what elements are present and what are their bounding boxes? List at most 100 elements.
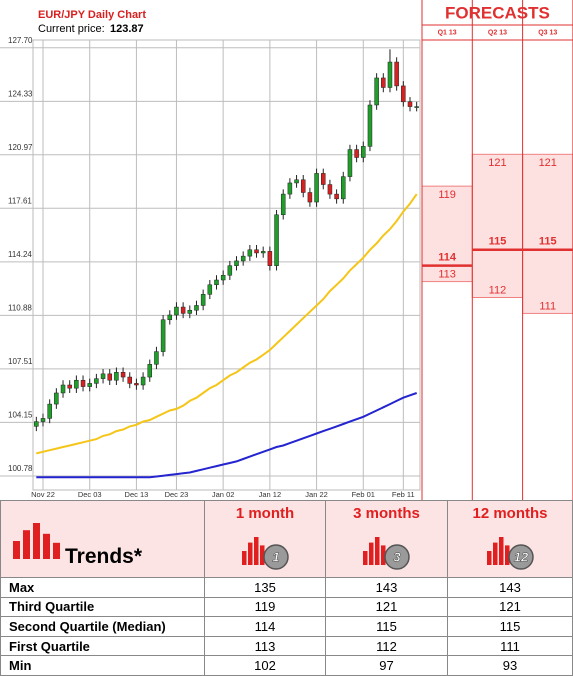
- cell-value: 143: [326, 578, 448, 598]
- candle-body: [267, 251, 273, 266]
- icon-bar: [53, 542, 60, 559]
- icon-bar: [498, 537, 503, 565]
- cell-value: 102: [205, 656, 326, 676]
- candle-body: [327, 184, 333, 195]
- y-tick-label: 124.33: [8, 89, 33, 98]
- plot-frame: [32, 39, 421, 491]
- median-label: 115: [539, 236, 557, 248]
- candle-body: [67, 384, 72, 389]
- forecasts-title: FORECASTS: [445, 3, 550, 22]
- candle-body: [147, 364, 153, 378]
- icon-number: 3: [393, 549, 401, 564]
- column-header: 1 month 1: [205, 500, 326, 578]
- y-tick-label: 120.97: [8, 143, 33, 152]
- x-tick-label: Jan 22: [305, 490, 328, 499]
- icon-bar: [363, 551, 368, 565]
- cell-value: 119: [205, 597, 326, 618]
- chart-title: EUR/JPY Daily Chart: [38, 9, 146, 21]
- candle-body: [374, 77, 379, 106]
- median-label: 115: [489, 236, 507, 248]
- candle-body: [114, 372, 119, 381]
- candle-body: [160, 319, 166, 352]
- icon-bar: [504, 545, 509, 565]
- forecast-box: [471, 153, 524, 298]
- column-header: 12 months 12: [448, 500, 573, 578]
- x-tick-label: Jan 12: [259, 490, 282, 499]
- cell-value: 113: [205, 636, 326, 657]
- icon-circle: [507, 544, 534, 570]
- candle-body: [240, 255, 246, 262]
- period-label: Q2 13: [488, 29, 507, 36]
- row-label: First Quartile: [0, 636, 205, 657]
- cell-value: 143: [448, 578, 573, 598]
- column-label: 1 month: [235, 505, 295, 522]
- first-quartile-label: 111: [539, 300, 556, 312]
- icon-bar: [247, 542, 252, 565]
- candle-body: [120, 372, 126, 378]
- column-label: 12 months: [472, 505, 548, 522]
- cell-value: 121: [326, 597, 448, 618]
- cell-value: 115: [448, 617, 573, 637]
- cell-value: 121: [448, 597, 573, 618]
- candle-body: [280, 193, 286, 216]
- moving-average: [36, 392, 418, 479]
- candle-body: [394, 61, 399, 87]
- candle-body: [294, 179, 299, 184]
- row-label: Min: [0, 656, 205, 676]
- candle-body: [207, 284, 213, 295]
- candle-body: [414, 106, 419, 108]
- candle-body: [100, 373, 106, 379]
- candle-body: [387, 61, 393, 88]
- bar-icon: [13, 523, 60, 559]
- cell-value: 93: [448, 656, 573, 676]
- header-cell: Trends*: [0, 500, 205, 578]
- period-label: Q1 13: [438, 29, 457, 36]
- third-quartile-label: 121: [539, 157, 557, 169]
- x-tick-label: Nov 22: [31, 490, 55, 499]
- candle-body: [300, 179, 306, 193]
- candle-body: [167, 314, 173, 321]
- candle-body: [354, 149, 359, 158]
- candle-body: [154, 351, 159, 365]
- candle-body: [254, 249, 259, 254]
- candle-body: [87, 383, 92, 387]
- price-label: Current price:: [38, 23, 105, 35]
- cell-value: 111: [448, 636, 573, 657]
- y-tick-label: 110.88: [8, 303, 32, 312]
- x-tick-label: Feb 01: [352, 490, 375, 499]
- period-label: Q3 13: [538, 29, 557, 36]
- candle-body: [187, 309, 193, 314]
- icon-bar: [486, 551, 491, 565]
- icon-bar: [492, 542, 497, 565]
- trends-title: Trends*: [65, 545, 143, 568]
- candle-body: [174, 306, 179, 316]
- icon-bar: [33, 523, 40, 559]
- column-header: 3 months 3: [326, 500, 448, 578]
- candle-body: [381, 77, 386, 88]
- candle-body: [401, 85, 406, 103]
- y-tick-label: 100.78: [8, 464, 33, 473]
- x-tick-label: Dec 13: [125, 490, 149, 499]
- candle-body: [314, 173, 319, 203]
- candle-body: [94, 378, 99, 384]
- candle-body: [341, 176, 346, 200]
- cell-value: 115: [326, 617, 448, 637]
- y-tick-label: 104.15: [8, 410, 33, 419]
- period-icon: 1: [241, 537, 289, 570]
- candle-body: [234, 260, 239, 266]
- candle-body: [307, 192, 313, 203]
- cell-value: 114: [205, 617, 326, 637]
- column-label: 3 months: [353, 505, 420, 522]
- candle-body: [140, 376, 146, 386]
- third-quartile-label: 119: [438, 189, 456, 201]
- candle-body: [74, 379, 79, 389]
- candle-body: [194, 305, 199, 311]
- third-quartile-label: 121: [488, 157, 506, 169]
- y-tick-label: 127.70: [8, 36, 33, 45]
- icon-number: 1: [272, 549, 279, 564]
- x-tick-label: Dec 23: [165, 490, 189, 499]
- candle-body: [361, 146, 366, 158]
- candle-body: [274, 214, 279, 266]
- forecast-box: [522, 153, 573, 314]
